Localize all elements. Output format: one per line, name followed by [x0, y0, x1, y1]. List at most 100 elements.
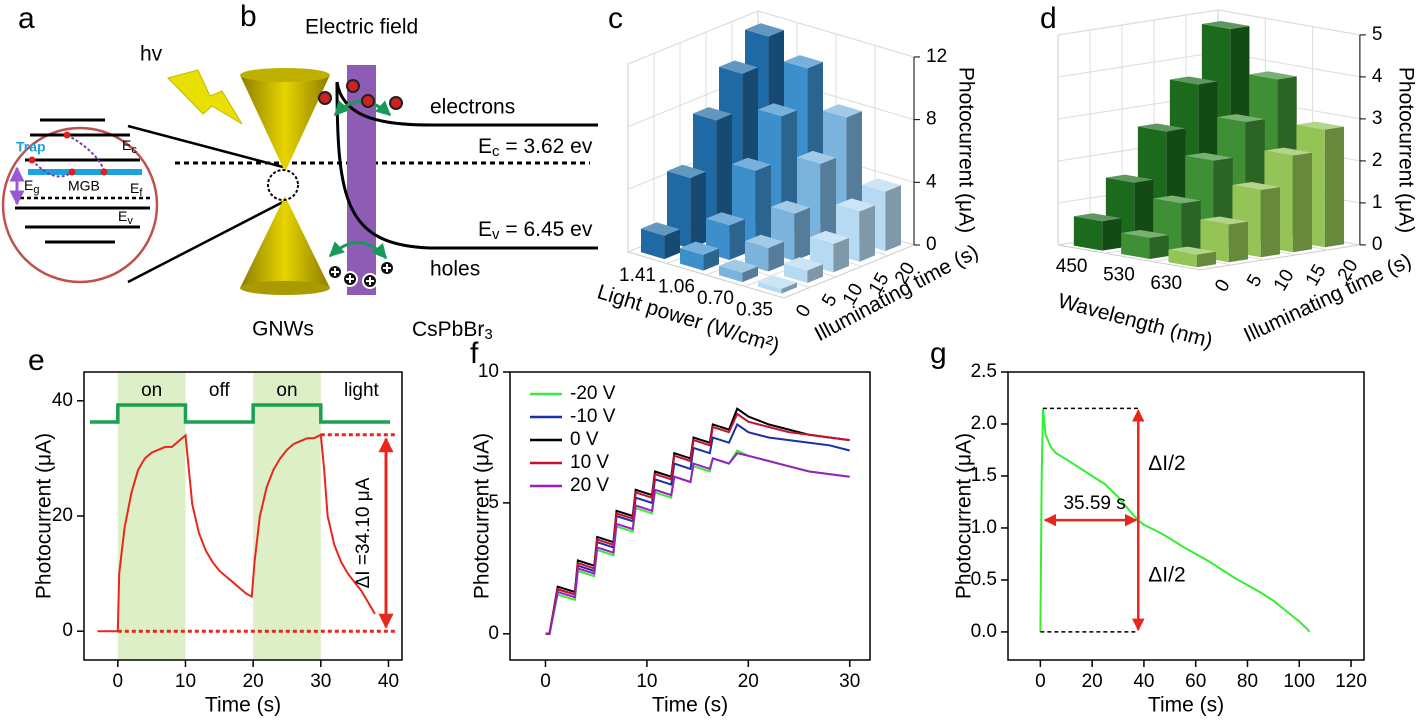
- y-tick-label: 1.0: [971, 517, 997, 538]
- nanowire-top: [240, 75, 330, 172]
- label: = 6.45 ev: [500, 218, 593, 241]
- annotation: on: [276, 380, 297, 401]
- panel-letter: g: [930, 337, 947, 370]
- annotation: ΔI/2: [1148, 564, 1185, 587]
- nanowire-cap: [240, 68, 330, 82]
- chart-2d: g 0 20 40 60 80 100 120 0.0 0.5 1.0 1.5 2.0 2.5 Time (…: [930, 337, 1367, 717]
- bar-top: [758, 103, 797, 117]
- bar-top: [797, 150, 836, 165]
- bar-top: [1264, 147, 1313, 156]
- legend-label: -20 V: [570, 383, 616, 404]
- bar-side: [703, 248, 719, 271]
- z-tick-label: 1: [1372, 192, 1383, 213]
- bar-top: [706, 212, 745, 226]
- bar-top: [1137, 123, 1186, 132]
- z-tick-label: 3: [1372, 108, 1383, 129]
- zoom-circle: [1, 126, 159, 284]
- bar-side: [820, 157, 836, 251]
- eg-label: Eg: [24, 177, 39, 196]
- bar-top: [1168, 246, 1217, 255]
- bar-side: [885, 185, 901, 252]
- plot-frame: [1007, 371, 1365, 661]
- bar-side: [755, 164, 771, 250]
- electrons-label: electrons: [430, 96, 515, 119]
- z-tick-label: 2: [1372, 150, 1383, 171]
- y-tick-label: 0.0: [971, 621, 997, 642]
- bar-side: [729, 219, 745, 260]
- x-tick-label: 0: [540, 671, 551, 692]
- bar-side: [1228, 221, 1249, 263]
- annotation: on: [141, 380, 162, 401]
- bar-side: [1181, 200, 1201, 254]
- z-tick-label: 5: [1372, 24, 1383, 45]
- label-sub: f: [139, 187, 143, 199]
- label-sub: 3: [484, 326, 492, 343]
- z-tick-label: 4: [1372, 66, 1383, 87]
- bar: [758, 275, 797, 294]
- zoom-line: [127, 200, 284, 284]
- bar: [680, 241, 719, 271]
- y-tick-label: 0: [62, 620, 73, 641]
- bar-side: [1292, 152, 1313, 253]
- label: CsPbBr: [412, 318, 484, 341]
- bar-side: [833, 237, 849, 273]
- ec-label: Ec: [122, 137, 137, 156]
- panel-b: b Electric field electrons Ec = 3.62 ev …: [175, 0, 598, 343]
- y-tick-label: 2.5: [971, 361, 997, 382]
- trap-label: Trap: [16, 139, 46, 155]
- depth-tick-label: 0: [1211, 276, 1234, 296]
- bar-top: [693, 107, 732, 121]
- x-tick-label: 630: [1150, 273, 1182, 294]
- bar-front: [745, 241, 769, 272]
- bar-side: [664, 229, 680, 260]
- field-label: Electric field: [305, 16, 418, 39]
- focus-circle: [267, 169, 299, 201]
- carrier: [63, 131, 71, 139]
- y-axis-title: Photocurrent (μA): [953, 433, 976, 599]
- z-tick-label: 4: [926, 171, 937, 192]
- carrier: [100, 168, 108, 176]
- holes-label: holes: [430, 258, 480, 281]
- x-tick-label: 10: [636, 671, 657, 692]
- bar: [1073, 213, 1122, 251]
- ec-value: Ec = 3.62 ev: [478, 135, 593, 160]
- light-on-shade: [117, 372, 186, 660]
- x-tick-label: 80: [1237, 671, 1258, 692]
- bar-top: [1073, 213, 1122, 222]
- bar-top: [732, 157, 771, 172]
- bar-side: [1324, 126, 1345, 248]
- carrier: [68, 168, 76, 176]
- bar-top: [784, 55, 823, 69]
- label: E: [130, 180, 139, 196]
- mgb-label: MGB: [68, 178, 100, 194]
- bar-side: [768, 241, 784, 272]
- z-axis-title: Photocurrent (μA): [1394, 67, 1417, 233]
- panel-letter: b: [240, 0, 257, 33]
- y-tick-label: 0.5: [971, 569, 997, 590]
- bar-top: [667, 164, 706, 178]
- x-tick-label: 530: [1103, 264, 1135, 285]
- bar: [836, 198, 875, 262]
- depth-tick-label: 5: [818, 291, 841, 311]
- x-tick-label: 0: [113, 671, 124, 692]
- bar: [641, 222, 680, 260]
- bar-side: [807, 264, 823, 283]
- bar-front: [680, 248, 704, 271]
- legend-label: 0 V: [570, 429, 599, 450]
- depth-tick-label: 0: [792, 301, 815, 321]
- y-tick-label: 20: [52, 505, 73, 526]
- depth-tick-label: 10: [1270, 266, 1299, 295]
- bar-top: [1232, 182, 1281, 191]
- light-signal: [90, 403, 390, 424]
- electrons-icon: [318, 79, 403, 110]
- ef-label: Ef: [130, 180, 143, 199]
- label: E: [478, 218, 492, 241]
- panel-letter: d: [1040, 2, 1057, 35]
- nanowire-bottom: [240, 196, 330, 288]
- bar-top: [758, 275, 797, 289]
- bar-top: [823, 104, 862, 118]
